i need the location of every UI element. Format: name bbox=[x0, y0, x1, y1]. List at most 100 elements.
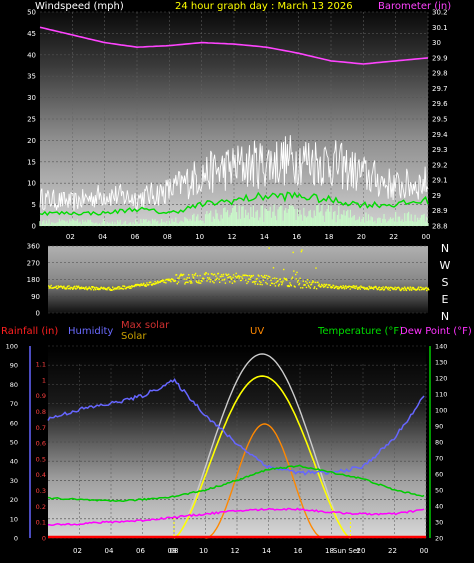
wind-direction-point bbox=[315, 267, 317, 269]
wind-direction-point bbox=[117, 286, 120, 288]
wind-direction-point bbox=[105, 288, 107, 290]
wind-direction-point bbox=[340, 286, 342, 288]
wind-direction-point bbox=[212, 280, 214, 283]
wind-direction-point bbox=[283, 277, 285, 279]
wind-direction-point bbox=[154, 281, 156, 283]
wind-direction-point bbox=[127, 286, 130, 289]
wind-direction-point bbox=[264, 277, 266, 279]
wind-direction-point bbox=[381, 287, 384, 290]
direction-y-tick: 360 bbox=[27, 243, 40, 251]
wind-direction-point bbox=[156, 282, 158, 284]
wind-direction-point bbox=[327, 286, 329, 289]
wind-direction-point bbox=[240, 279, 242, 281]
wind-direction-point bbox=[260, 281, 262, 284]
wind-direction-point bbox=[408, 288, 410, 290]
wind-direction-point bbox=[288, 284, 290, 287]
wind-direction-point bbox=[230, 277, 232, 280]
compass-letter: W bbox=[440, 259, 451, 272]
wind-direction-point bbox=[238, 277, 240, 279]
wind-direction-point bbox=[268, 247, 270, 249]
wind-direction-point bbox=[75, 285, 78, 287]
wind-direction-point bbox=[315, 288, 318, 290]
wind-direction-point bbox=[200, 282, 202, 284]
dew-point-legend: Dew Point (°F) bbox=[400, 326, 472, 337]
wind-direction-point bbox=[201, 280, 203, 282]
wind-direction-point bbox=[108, 289, 111, 291]
wind-direction-point bbox=[159, 281, 161, 283]
wind-direction-point bbox=[290, 284, 292, 287]
wind-direction-point bbox=[144, 284, 147, 286]
wind-direction-point bbox=[109, 288, 111, 290]
wind-direction-point bbox=[190, 280, 192, 283]
wind-direction-point bbox=[93, 289, 95, 291]
wind-direction-point bbox=[129, 285, 132, 288]
wind-direction-point bbox=[384, 286, 387, 288]
compass-letter: E bbox=[442, 293, 449, 306]
wind-direction-point bbox=[115, 288, 117, 290]
wind-direction-point bbox=[258, 275, 260, 277]
wind-direction-point bbox=[320, 285, 322, 288]
wind-direction-point bbox=[319, 285, 321, 287]
wind-direction-point bbox=[71, 287, 73, 289]
baro-y-tick: 28.8 bbox=[432, 223, 448, 231]
wind-direction-point bbox=[184, 283, 186, 285]
wind-direction-point bbox=[277, 280, 279, 282]
barometer-line bbox=[39, 26, 429, 65]
wind-direction-point bbox=[372, 287, 374, 289]
wind-direction-point bbox=[291, 278, 293, 280]
humidity-y-tick: 30 bbox=[10, 477, 18, 485]
wind-direction-point bbox=[413, 288, 415, 290]
wind-direction-point bbox=[342, 285, 344, 287]
wind-direction-point bbox=[412, 288, 414, 290]
wind-direction-point bbox=[192, 276, 194, 278]
rain-y-tick: 0.5 bbox=[36, 455, 46, 463]
x-tick: 18 bbox=[325, 547, 334, 555]
wind-direction-point bbox=[96, 288, 99, 290]
wind-direction-point bbox=[140, 283, 142, 285]
wind-avg-line bbox=[39, 191, 429, 217]
wind-direction-point bbox=[269, 276, 271, 278]
wind-direction-point bbox=[234, 281, 236, 283]
wind-direction-point bbox=[115, 287, 118, 289]
wind-direction-point bbox=[398, 286, 400, 289]
wind-direction-point bbox=[388, 286, 390, 289]
wind-direction-point bbox=[369, 287, 372, 290]
wind-direction-point bbox=[242, 274, 244, 276]
wind-direction-point bbox=[222, 273, 225, 276]
baro-y-tick: 29.6 bbox=[432, 100, 448, 108]
wind-direction-point bbox=[68, 285, 70, 287]
humidity-y-tick: 90 bbox=[10, 362, 18, 370]
x-tick: 18 bbox=[325, 233, 334, 241]
wind-direction-point bbox=[352, 286, 354, 288]
wind-direction-point bbox=[331, 286, 334, 289]
wind-direction-point bbox=[287, 285, 289, 288]
wind-direction-point bbox=[235, 272, 237, 275]
rain-y-tick: 1.1 bbox=[36, 361, 46, 369]
wind-direction-point bbox=[234, 275, 237, 278]
dew-point-line bbox=[47, 507, 425, 526]
wind-direction-point bbox=[405, 289, 408, 292]
rain-y-tick: 0.1 bbox=[36, 519, 46, 527]
wind-direction-point bbox=[118, 286, 121, 288]
wind-direction-point bbox=[326, 283, 328, 286]
wind-direction-point bbox=[198, 280, 200, 282]
wind-direction-point bbox=[354, 287, 356, 290]
wind-direction-point bbox=[91, 287, 94, 289]
wind-direction-point bbox=[343, 288, 346, 290]
wind-direction-point bbox=[377, 288, 379, 290]
wind-direction-point bbox=[274, 277, 276, 279]
wind-direction-point bbox=[298, 284, 300, 286]
wind-direction-point bbox=[194, 272, 197, 275]
wind-direction-point bbox=[121, 288, 123, 290]
wind-direction-point bbox=[67, 287, 69, 290]
wind-direction-point bbox=[272, 267, 275, 269]
wind-y-tick: 10 bbox=[27, 180, 36, 188]
wind-direction-point bbox=[128, 285, 130, 288]
wind-direction-point bbox=[250, 276, 252, 278]
wind-direction-point bbox=[225, 273, 227, 275]
wind-direction-point bbox=[138, 284, 140, 286]
wind-direction-point bbox=[231, 282, 234, 284]
x-tick: 02 bbox=[66, 233, 75, 241]
wind-direction-point bbox=[277, 285, 280, 287]
baro-y-tick: 29.3 bbox=[432, 146, 448, 154]
